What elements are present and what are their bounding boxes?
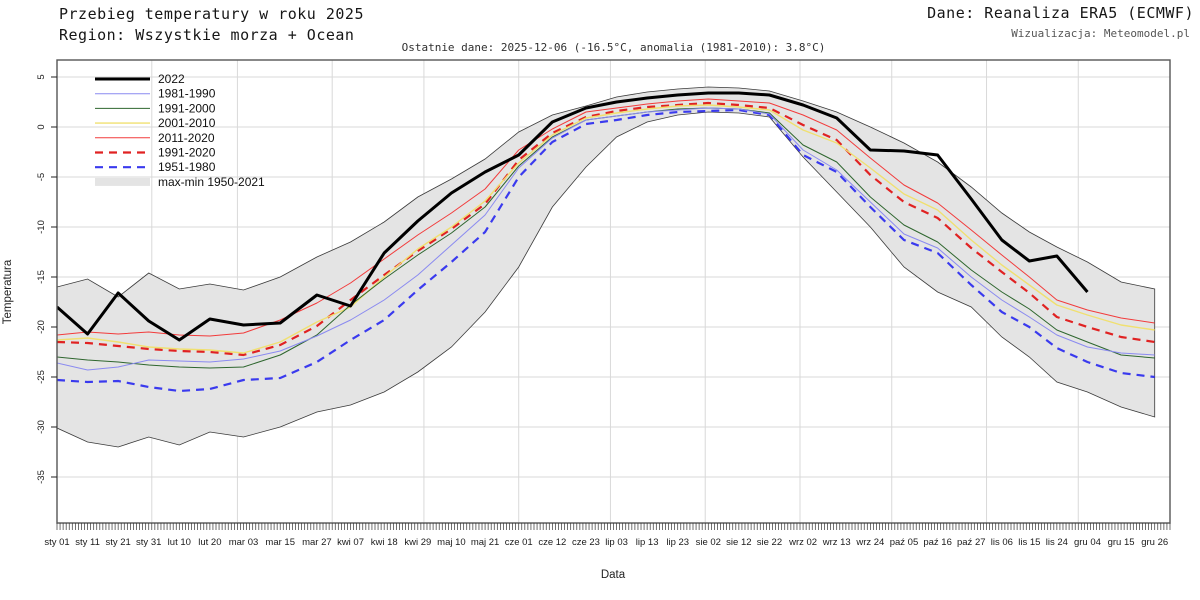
- x-tick-label: paź 05: [890, 537, 919, 548]
- y-axis: 5 0 -5 -10 -15 -20 -25 -30 -35: [36, 74, 57, 484]
- series-line-1981-1990: [57, 107, 1155, 371]
- y-tick-label: -35: [36, 470, 47, 484]
- x-tick-label: gru 04: [1074, 537, 1101, 548]
- x-tick-label: wrz 13: [822, 537, 851, 548]
- x-tick-label: maj 10: [437, 537, 466, 548]
- y-tick-label: -15: [36, 270, 47, 284]
- legend-label: 1981-1990: [158, 87, 216, 101]
- x-tick-label: lut 10: [168, 537, 191, 548]
- x-tick-label: mar 27: [302, 537, 332, 548]
- y-tick-label: -5: [36, 173, 47, 181]
- y-axis-title: Temperatura: [2, 259, 14, 324]
- y-tick-label: -20: [36, 320, 47, 334]
- x-tick-label: lip 03: [605, 537, 628, 548]
- x-tick-label: cze 01: [505, 537, 533, 548]
- x-tick-label: sty 21: [105, 537, 130, 548]
- x-tick-label: gru 15: [1108, 537, 1135, 548]
- x-tick-label: sie 02: [696, 537, 721, 548]
- y-tick-label: -10: [36, 220, 47, 234]
- x-tick-label: wrz 02: [788, 537, 817, 548]
- x-tick-label: sty 11: [75, 537, 100, 548]
- y-tick-label: 5: [36, 74, 47, 79]
- x-tick-label: kwi 29: [404, 537, 431, 548]
- legend-band-swatch: [95, 177, 150, 186]
- x-tick-label: kwi 18: [371, 537, 398, 548]
- series-line-2022: [57, 91, 1089, 342]
- plot-clip-group: [57, 86, 1156, 448]
- chart-region-subtitle: Region: Wszystkie morza + Ocean: [59, 26, 355, 44]
- x-tick-label: lip 13: [636, 537, 659, 548]
- series-line-1951-1980: [57, 108, 1155, 393]
- legend-label: max-min 1950-2021: [158, 175, 265, 189]
- last-data-note: Ostatnie dane: 2025-12-06 (-16.5°C, anom…: [401, 41, 826, 54]
- legend-label: 1951-1980: [158, 160, 216, 174]
- x-tick-label: sty 01: [44, 537, 69, 548]
- x-axis: sty 01 sty 11 sty 21 sty 31 lut 10 lut 20 mar …: [44, 523, 1171, 548]
- x-tick-label: lis 15: [1018, 537, 1040, 548]
- x-tick-label: lis 24: [1046, 537, 1068, 548]
- chart-title: Przebieg temperatury w roku 2025: [59, 5, 364, 23]
- x-tick-label: kwi 07: [337, 537, 364, 548]
- legend-label: 1991-2020: [158, 146, 216, 160]
- x-tick-label: sie 22: [757, 537, 782, 548]
- x-tick-label: cze 12: [538, 537, 566, 548]
- x-tick-label: sie 12: [726, 537, 751, 548]
- x-tick-label: mar 03: [229, 537, 259, 548]
- x-tick-label: wrz 24: [855, 537, 884, 548]
- x-tick-label: lut 20: [198, 537, 221, 548]
- x-tick-label: gru 26: [1141, 537, 1168, 548]
- y-tick-label: -30: [36, 420, 47, 434]
- visualization-credit: Wizualizacja: Meteomodel.pl: [1011, 27, 1190, 40]
- x-tick-label: cze 23: [572, 537, 600, 548]
- x-tick-label: sty 31: [136, 537, 161, 548]
- y-tick-label: -25: [36, 370, 47, 384]
- chart-generated-content: 5 0 -5 -10 -15 -20 -25 -30 -35 sty 01 sty 11 sty 21…: [36, 59, 1171, 548]
- x-tick-label: paź 27: [957, 537, 986, 548]
- legend-label: 2022: [158, 72, 185, 86]
- legend-label: 2001-2010: [158, 116, 216, 130]
- x-tick-label: lis 06: [991, 537, 1013, 548]
- legend-label: 1991-2000: [158, 101, 216, 115]
- series-line-2011-2020: [57, 98, 1155, 337]
- legend: 20221981-19901991-20002001-20102011-2020…: [95, 72, 265, 189]
- x-tick-label: maj 21: [471, 537, 500, 548]
- x-tick-label: paź 16: [923, 537, 952, 548]
- series-line-2001-2010: [57, 104, 1155, 354]
- series-line-1991-2020: [57, 101, 1155, 357]
- data-source-label: Dane: Reanaliza ERA5 (ECMWF): [927, 4, 1194, 22]
- max-min-band: [57, 86, 1156, 448]
- x-tick-label: mar 15: [265, 537, 295, 548]
- x-tick-label: lip 23: [666, 537, 689, 548]
- legend-label: 2011-2020: [158, 131, 215, 145]
- y-tick-label: 0: [36, 124, 47, 129]
- x-axis-title: Data: [601, 569, 626, 581]
